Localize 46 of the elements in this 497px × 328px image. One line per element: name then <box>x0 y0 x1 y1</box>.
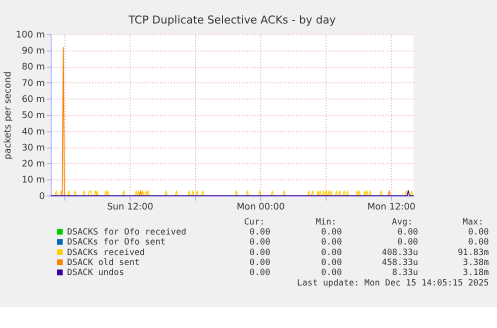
text: 0.00 <box>250 227 270 238</box>
y-tick-label: 0 <box>39 192 46 202</box>
text: 0.00 <box>397 238 418 248</box>
text: 0.00 <box>321 238 342 248</box>
chart-title: TCP Duplicate Selective ACKs - by day <box>128 13 336 26</box>
y-axis-title: packets per second <box>3 71 14 160</box>
legend-label: DSACKs received <box>67 248 145 258</box>
text: 0.00 <box>321 258 342 268</box>
y-tick-label: 90 m <box>22 46 46 57</box>
text: 0.00 <box>397 227 418 238</box>
y-tick-label: 70 m <box>22 78 46 89</box>
legend-label: DSACK undos <box>67 268 124 278</box>
text: Max: <box>462 217 484 228</box>
y-tick-label: 100 m <box>16 30 46 40</box>
text: Avg: <box>392 217 413 228</box>
y-tick-label: 50 m <box>22 111 46 122</box>
text: Cur: <box>244 217 265 228</box>
text: 8.33u <box>392 268 418 278</box>
text: 458.33u <box>382 258 418 268</box>
text: 0.00 <box>250 248 270 258</box>
text: 0.00 <box>250 238 270 248</box>
y-tick-label: 10 m <box>22 176 46 186</box>
legend-label: DSACK old sent <box>67 258 140 268</box>
text: 3.38m <box>462 258 489 268</box>
x-tick-label: Mon 00:00 <box>236 202 285 213</box>
text: 0.00 <box>468 227 489 238</box>
text: 408.33u <box>382 248 418 258</box>
y-tick-label: 60 m <box>22 94 46 105</box>
y-tick-label: 30 m <box>22 143 46 154</box>
legend-label: DSACKS for Ofo received <box>67 227 186 238</box>
y-tick-label: 40 m <box>22 127 46 138</box>
text: 0.00 <box>321 268 342 278</box>
text: 0.00 <box>468 238 489 248</box>
x-tick-label: Sun 12:00 <box>107 202 154 213</box>
x-tick-label: Mon 12:00 <box>367 202 416 213</box>
y-tick-label: 80 m <box>22 62 46 73</box>
text: Min: <box>316 217 336 228</box>
text: 0.00 <box>321 227 342 238</box>
text: 0.00 <box>250 258 270 268</box>
text: Last update: Mon Dec 15 14:05:15 2025 <box>297 278 489 288</box>
y-tick-label: 20 m <box>22 160 46 170</box>
text: 0.00 <box>321 248 342 258</box>
text: 91.83m <box>458 248 489 258</box>
text: 3.18m <box>462 268 489 278</box>
legend-label: DSACKs for Ofo sent <box>67 238 166 248</box>
text: 0.00 <box>250 268 270 278</box>
